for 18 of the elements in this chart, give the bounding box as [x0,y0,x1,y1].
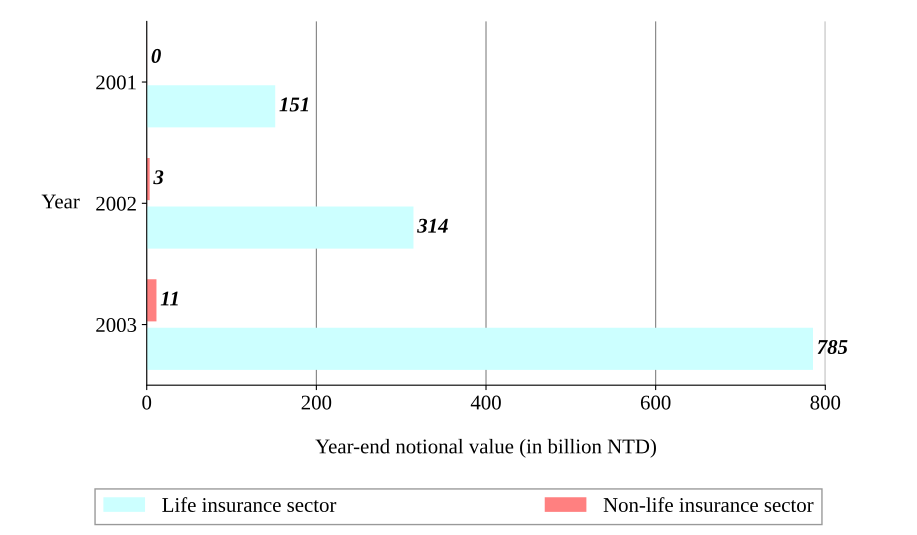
x-tick-label: 600 [640,396,670,410]
data-label: 151 [279,98,308,112]
legend-label: Non-life insurance sector [604,497,814,512]
x-axis-title: Year-end notional value (in billion NTD) [315,438,656,458]
x-tick-label: 800 [810,396,840,410]
data-label: 314 [417,218,448,233]
x-tick-label: 0 [142,396,152,410]
x-tick-label: 400 [470,396,501,410]
y-tick-label: 2002 [96,196,136,211]
data-label: 0 [152,48,161,63]
legend-label: Life insurance sector [162,497,336,512]
data-label: 11 [160,292,178,306]
y-axis-title: Year [42,194,80,209]
data-label: 3 [153,170,164,184]
x-tick-label: 200 [302,396,332,410]
data-label: 785 [818,340,848,354]
y-tick-label: 2001 [96,75,136,90]
y-tick-label: 2003 [96,318,136,332]
